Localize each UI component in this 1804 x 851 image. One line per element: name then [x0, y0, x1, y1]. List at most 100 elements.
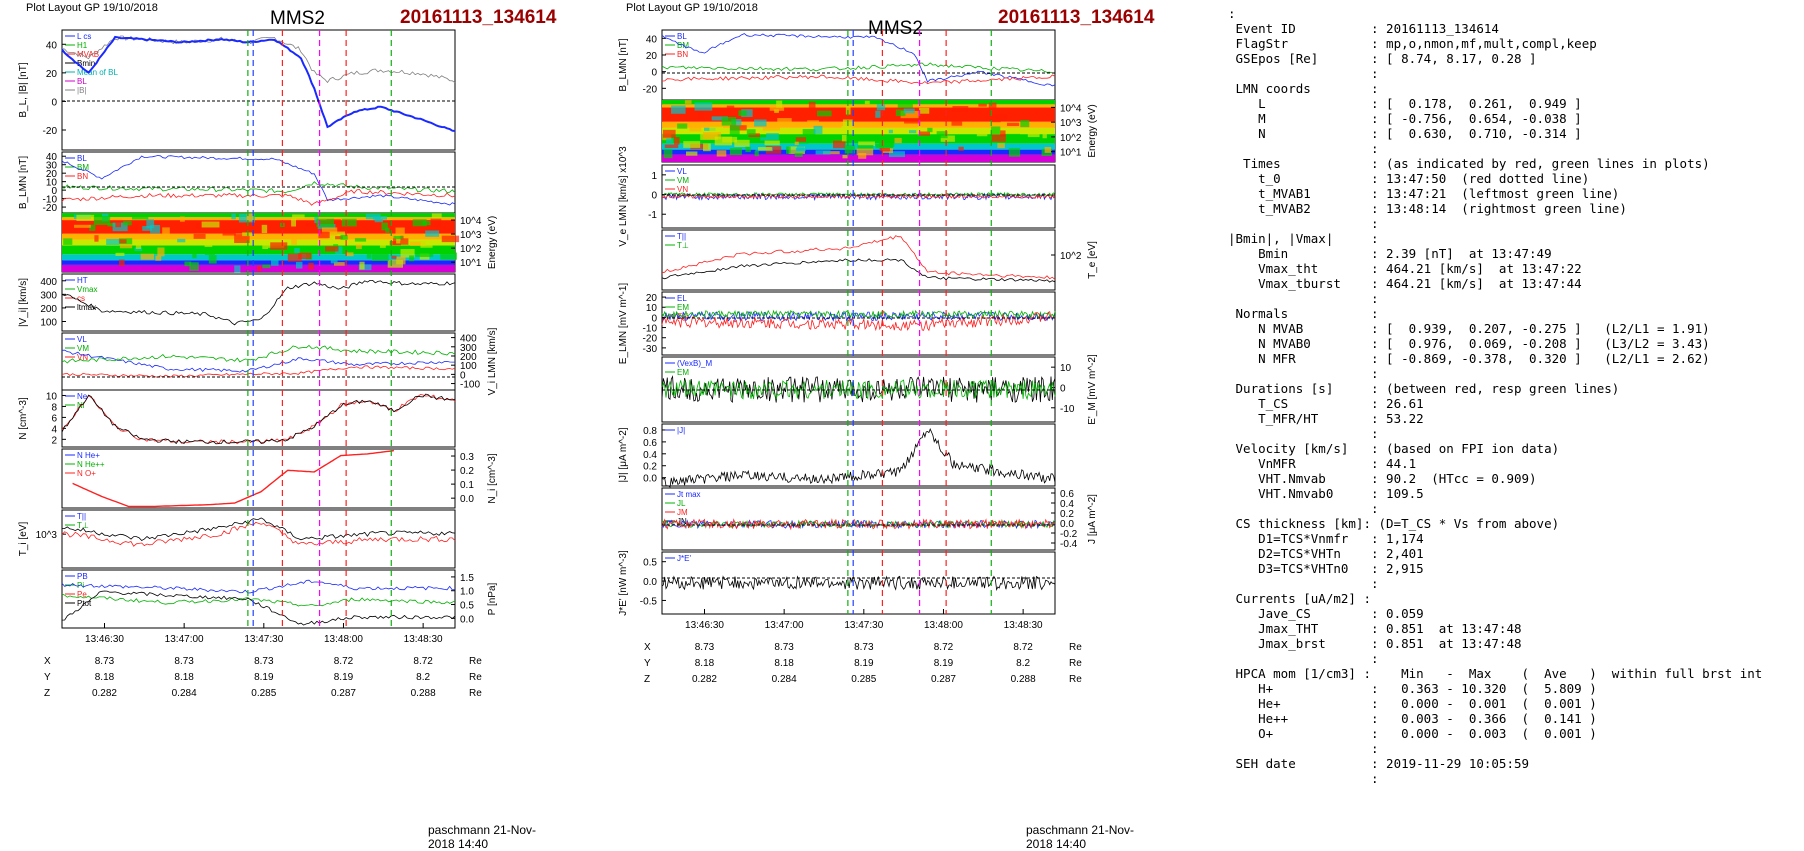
position-value: 8.19	[254, 672, 274, 683]
spectrogram-cell	[844, 144, 856, 154]
y-tick-label: 10^3	[36, 530, 58, 541]
y-tick-label: -20	[43, 126, 58, 137]
y-axis-label: V_e LMN [km/s] x10^3	[618, 146, 629, 247]
spectrogram-cell	[287, 253, 302, 262]
y-axis-label: E_LMN [mV m^-1]	[618, 283, 629, 365]
spectrogram-cell	[685, 151, 698, 156]
spectrogram-cell	[765, 146, 782, 154]
spectrogram-cell	[385, 227, 390, 233]
legend-entry: J*E'	[677, 554, 691, 563]
spectrogram-cell	[703, 132, 721, 140]
y-tick-label: 0.2	[643, 462, 657, 473]
spectrogram-band	[662, 121, 1055, 128]
y-axis-label-right: T_e [eV]	[1087, 241, 1098, 279]
jmag-trace	[661, 428, 1056, 488]
spectrogram-cell	[204, 241, 213, 247]
position-row-label: Z	[44, 688, 50, 699]
y-tick-label-right: 10^2	[460, 244, 482, 255]
y-tick-label: 100	[40, 318, 57, 329]
spectrogram-cell	[146, 219, 155, 229]
y-tick-label: 400	[40, 277, 57, 288]
legend-entry: VM	[77, 344, 89, 353]
legend-entry: JL	[677, 499, 686, 508]
spectrogram-cell	[63, 238, 73, 245]
spectrogram-cell	[354, 238, 367, 242]
y-tick-label: 2	[51, 435, 57, 446]
spectrogram-cell	[246, 256, 254, 260]
left-plot-page: Plot Layout GP 19/10/2018 MMS2 20161113_…	[0, 0, 560, 851]
spectrogram-cell	[234, 234, 250, 244]
position-value: 8.18	[174, 672, 194, 683]
tpar-trace	[61, 521, 456, 547]
position-row-label: Y	[44, 672, 51, 683]
y-tick-label-right: 0.6	[1060, 489, 1074, 500]
spacecraft-title: MMS2	[868, 18, 923, 39]
position-value: 8.72	[413, 656, 433, 667]
legend-entry: Vmax	[77, 285, 97, 294]
spectrogram-cell	[842, 154, 848, 159]
position-row-label: Z	[644, 674, 650, 685]
y-tick-label: 20	[646, 293, 658, 304]
spectrogram-cell	[257, 265, 262, 272]
y-tick-label: 0.6	[643, 438, 657, 449]
spectrogram-cell	[774, 109, 779, 113]
position-unit: Re	[469, 656, 482, 667]
info-line: T_MFR/HT : 53.22	[1228, 411, 1424, 426]
panel-frame	[661, 551, 1056, 615]
info-line: N MVAB : [ 0.939, 0.207, -0.275 ] (L2/L1…	[1228, 321, 1710, 336]
spectrogram-cell	[400, 249, 415, 258]
info-line: He+ : 0.000 - 0.001 ( 0.001 )	[1228, 696, 1597, 711]
y-tick-label: -10	[43, 195, 58, 206]
panel-frame	[61, 448, 456, 509]
position-unit: Re	[469, 688, 482, 699]
spectrogram-cell	[415, 250, 434, 257]
spectrogram-cell	[393, 235, 403, 239]
y-tick-label: 10	[646, 303, 658, 314]
en-trace	[661, 311, 1056, 332]
info-line: M : [ -0.756, 0.654, -0.038 ]	[1228, 111, 1582, 126]
spectrogram-cell	[808, 101, 816, 109]
legend-entry: ltmax	[77, 303, 96, 312]
spectrogram-cell	[381, 222, 388, 231]
legend-entry: BN	[677, 50, 688, 59]
spectrogram-cell	[1008, 148, 1021, 157]
y-axis-label-right: Energy (eV)	[487, 216, 498, 269]
spectrogram-cell	[671, 105, 686, 114]
y-tick-label: 20	[46, 169, 58, 180]
spectrogram-cell	[308, 262, 314, 270]
spectrogram-cell	[990, 126, 1001, 135]
spectrogram-band	[662, 100, 1055, 105]
spectrogram-cell	[155, 255, 162, 261]
info-line: Bmin : 2.39 [nT] at 13:47:49	[1228, 246, 1552, 261]
x-tick-label: 13:47:00	[765, 620, 804, 631]
legend-entry: cs	[77, 294, 85, 303]
position-unit: Re	[1069, 674, 1082, 685]
panel-frame	[61, 273, 456, 332]
info-line: :	[1228, 741, 1379, 756]
legend-entry: PB	[77, 572, 88, 581]
y-tick-label: 0.8	[643, 426, 657, 437]
info-line: H+ : 0.363 - 10.320 ( 5.809 )	[1228, 681, 1597, 696]
spectrogram-cell	[936, 131, 948, 139]
spectrogram-cell	[978, 103, 987, 107]
info-line: D3=TCS*VHTn0 : 2,915	[1228, 561, 1424, 576]
legend-entry: Ne	[77, 392, 88, 401]
info-line: N MFR : [ -0.869, -0.378, 0.320 ] (L2/L1…	[1228, 351, 1710, 366]
info-line: :	[1228, 426, 1379, 441]
info-line: :	[1228, 366, 1379, 381]
spectrogram-band	[662, 127, 1055, 135]
spectrogram-cell	[864, 100, 870, 105]
spectrogram-cell	[150, 224, 161, 234]
spectrogram-cell	[726, 105, 735, 109]
spectrogram-cell	[371, 252, 389, 261]
legend-entry: MVAB	[77, 50, 99, 59]
vm-trace	[61, 344, 456, 364]
pb-trace	[61, 579, 456, 594]
spectrogram-cell	[777, 118, 792, 126]
x-tick-label: 13:47:00	[165, 634, 204, 645]
position-value: 0.284	[772, 674, 797, 685]
info-line: :	[1228, 771, 1379, 786]
ne-trace	[61, 393, 456, 445]
info-line: VHT.Nmvab : 90.2 (HTcc = 0.909)	[1228, 471, 1537, 486]
spectrogram-cell	[802, 129, 816, 135]
